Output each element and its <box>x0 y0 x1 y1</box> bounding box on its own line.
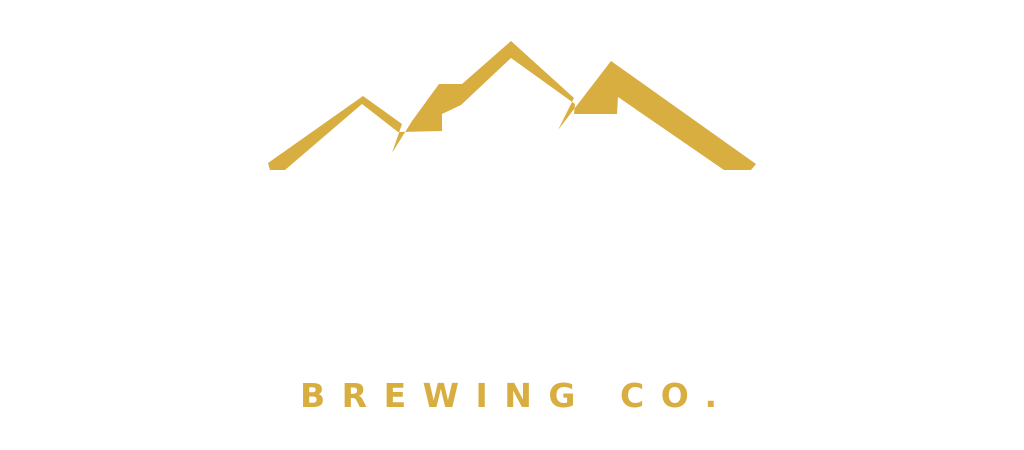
tagline: BREWING CO. <box>300 376 734 415</box>
mountain-ridge <box>268 41 756 170</box>
